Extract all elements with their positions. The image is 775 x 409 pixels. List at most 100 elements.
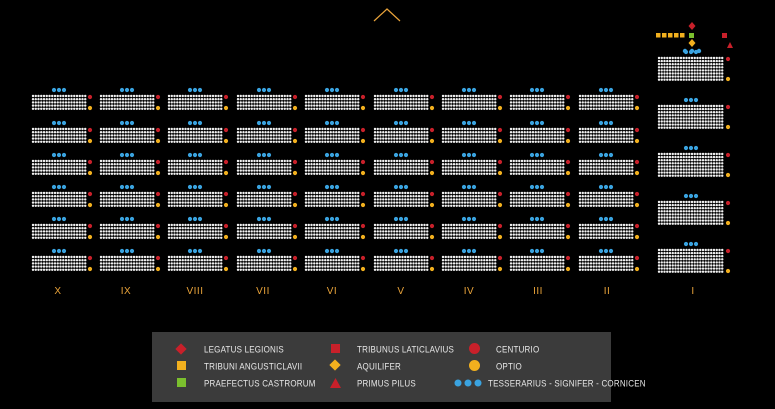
legionary-dot	[64, 233, 68, 236]
centuria	[31, 94, 87, 111]
legionary-dot	[441, 166, 445, 169]
legionary-dot	[258, 131, 262, 134]
legionary-dot	[173, 191, 176, 195]
legionary-dot	[31, 236, 35, 239]
legionary-dot	[357, 198, 360, 201]
legionary-dot	[441, 140, 445, 143]
legionary-dot	[176, 137, 179, 140]
legionary-dot	[452, 223, 456, 227]
legionary-dot	[253, 268, 256, 271]
legionary-dot	[461, 166, 464, 169]
legionary-dot	[455, 227, 458, 230]
legionary-dot	[423, 195, 426, 198]
legionary-dot	[480, 131, 483, 134]
legionary-dot	[379, 94, 382, 98]
legionary-dot	[220, 169, 223, 172]
legionary-dot	[485, 195, 489, 198]
legionary-dot	[512, 223, 515, 227]
legionary-dot	[404, 204, 407, 207]
legionary-dot	[70, 107, 73, 111]
legionary-dot	[404, 166, 407, 169]
legionary-dot	[354, 94, 357, 98]
legionary-dot	[256, 98, 259, 101]
legionary-dot	[78, 223, 81, 227]
legionary-dot	[178, 134, 182, 137]
legionary-dot	[315, 255, 319, 259]
legionary-dot	[59, 137, 62, 140]
legionary-dot	[531, 107, 535, 111]
legionary-dot	[480, 169, 483, 172]
legionary-dot	[264, 255, 267, 259]
legionary-dot	[121, 137, 125, 140]
legionary-dot	[559, 163, 562, 166]
legionary-dot	[146, 191, 149, 195]
legionary-dot	[463, 159, 467, 163]
legionary-dot	[119, 98, 122, 101]
legionary-dot	[348, 94, 352, 98]
legionary-dot	[485, 230, 489, 233]
legionary-dot	[354, 233, 357, 236]
legionary-dot	[102, 104, 105, 107]
legionary-dot	[70, 169, 73, 172]
legionary-dot	[343, 223, 346, 227]
legionary-dot	[146, 201, 149, 204]
legionary-dot	[31, 195, 35, 198]
legionary-dot	[267, 107, 270, 111]
legionary-dot	[256, 233, 259, 236]
legionary-dot	[51, 134, 54, 137]
legionary-dot	[324, 159, 327, 163]
legionary-dot	[387, 140, 390, 143]
legionary-dot	[272, 233, 275, 236]
legionary-dot	[346, 140, 349, 143]
legionary-dot	[70, 233, 73, 236]
legionary-dot	[173, 223, 176, 227]
legionary-dot	[170, 259, 173, 262]
legionary-dot	[110, 159, 114, 163]
legionary-dot	[474, 101, 478, 104]
legionary-dot	[51, 265, 54, 268]
legionary-dot	[398, 236, 401, 239]
legionary-dot	[192, 201, 195, 204]
legionary-dot	[56, 265, 59, 268]
legionary-dot	[494, 195, 497, 198]
legionary-dot	[452, 172, 456, 175]
legionary-dot	[556, 127, 559, 131]
legionary-dot	[321, 230, 324, 233]
legionary-dot	[472, 223, 475, 227]
legionary-dot	[269, 201, 273, 204]
legionary-dot	[321, 268, 324, 271]
legionary-dot	[192, 169, 195, 172]
legionary-dot	[310, 223, 313, 227]
legionary-dot	[53, 101, 57, 104]
legionary-dot	[531, 137, 535, 140]
legionary-dot	[461, 159, 464, 163]
legionary-dot	[181, 230, 184, 233]
legionary-dot	[264, 166, 267, 169]
legionary-dot	[351, 172, 354, 175]
legionary-dot	[326, 134, 330, 137]
legionary-dot	[518, 159, 521, 163]
legionary-dot	[376, 204, 379, 207]
legionary-dot	[73, 94, 76, 98]
legionary-dot	[509, 204, 513, 207]
legionary-dot	[81, 227, 84, 230]
legionary-dot	[337, 131, 341, 134]
legionary-dot	[354, 204, 357, 207]
legionary-dot	[526, 107, 529, 111]
legionary-dot	[548, 101, 551, 104]
legionary-dot	[404, 101, 407, 104]
legionary-dot	[256, 94, 259, 98]
legionary-dot	[37, 159, 40, 163]
signum-bearer-dot	[187, 216, 193, 222]
legionary-dot	[236, 262, 240, 265]
legionary-dot	[102, 236, 105, 239]
legionary-dot	[512, 98, 515, 101]
centuria	[304, 127, 360, 143]
legionary-dot	[382, 166, 385, 169]
legionary-dot	[373, 137, 377, 140]
legionary-dot	[351, 255, 354, 259]
signum-bearer-dot	[61, 248, 67, 254]
legionary-dot	[195, 140, 198, 143]
legionary-dot	[441, 94, 445, 98]
legionary-dot	[245, 262, 248, 265]
